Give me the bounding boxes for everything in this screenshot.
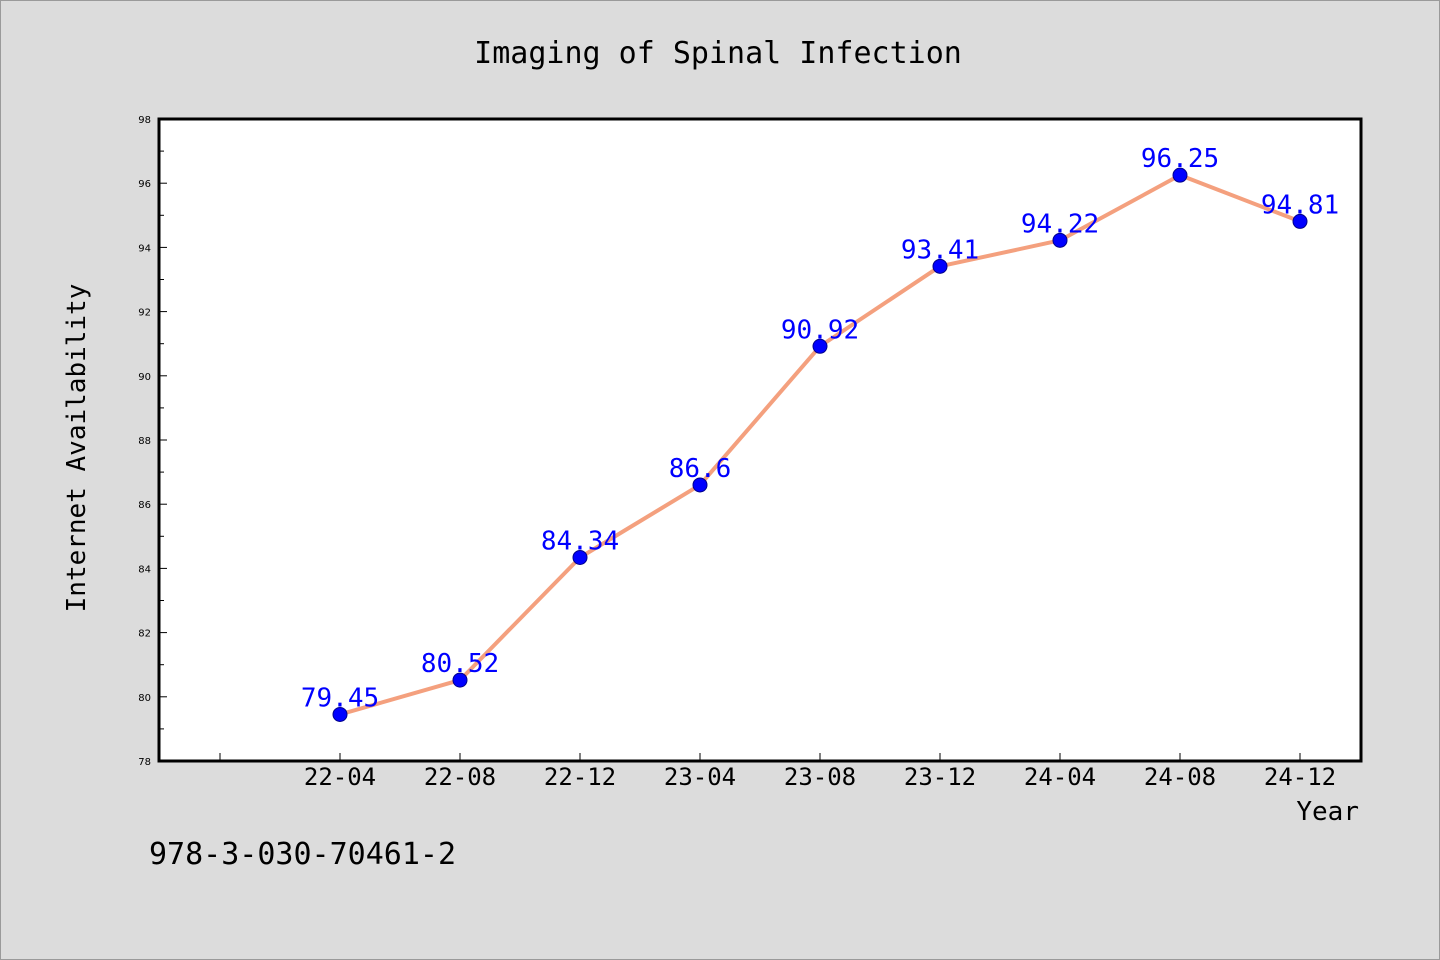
data-label: 94.22 [1021,209,1099,239]
data-label: 79.45 [301,683,379,713]
x-tick-label: 24-12 [1264,763,1336,791]
data-point [572,549,588,565]
y-tick-label: 78 [138,757,151,768]
x-axis-label: Year [1296,797,1359,827]
x-tick-label: 23-08 [784,763,856,791]
data-label: 80.52 [421,649,499,679]
y-tick-label: 82 [138,629,151,640]
x-axis-ticks: 22-04 22-08 22-12 23-04 23-08 23-12 24-04 24-08… [219,753,1336,791]
y-tick-label: 86 [138,500,151,511]
data-label: 93.41 [901,235,979,265]
x-tick-label: 24-04 [1024,763,1096,791]
data-point [1172,167,1188,183]
data-point [332,706,348,722]
data-markers [332,167,1308,722]
y-axis-ticks: 78 80 82 84 86 88 90 92 94 96 98 [138,115,167,768]
data-point [452,672,468,688]
y-tick-label: 84 [138,564,151,575]
y-tick-label: 92 [138,308,151,319]
data-point [1052,232,1068,248]
data-point [812,338,828,354]
data-point [932,258,948,274]
x-tick-label: 22-04 [304,763,376,791]
plot-area [157,117,1363,763]
isbn-text: 978-3-030-70461-2 [149,837,456,872]
data-label: 86.6 [669,454,732,484]
data-label: 84.34 [541,526,619,556]
data-labels: 79.45 80.52 84.34 86.6 90.92 93.41 94.22 96.25 9… [301,144,1339,713]
y-axis-label: Internet Availability [62,284,92,613]
data-point [1292,213,1308,229]
data-label: 94.81 [1261,190,1339,220]
y-tick-label: 96 [138,179,151,190]
y-tick-label: 80 [138,693,151,704]
x-tick-label: 22-08 [424,763,496,791]
x-tick-label: 22-12 [544,763,616,791]
y-tick-label: 98 [138,115,151,126]
data-label: 90.92 [781,315,859,345]
x-tick-label: 23-04 [664,763,736,791]
chart-title: Imaging of Spinal Infection [474,36,962,71]
data-point [692,477,708,493]
y-tick-label: 90 [138,372,151,383]
x-tick-label: 24-08 [1144,763,1216,791]
y-tick-label: 94 [138,243,151,254]
data-label: 96.25 [1141,144,1219,174]
x-tick-label: 23-12 [904,763,976,791]
y-tick-label: 88 [138,436,151,447]
